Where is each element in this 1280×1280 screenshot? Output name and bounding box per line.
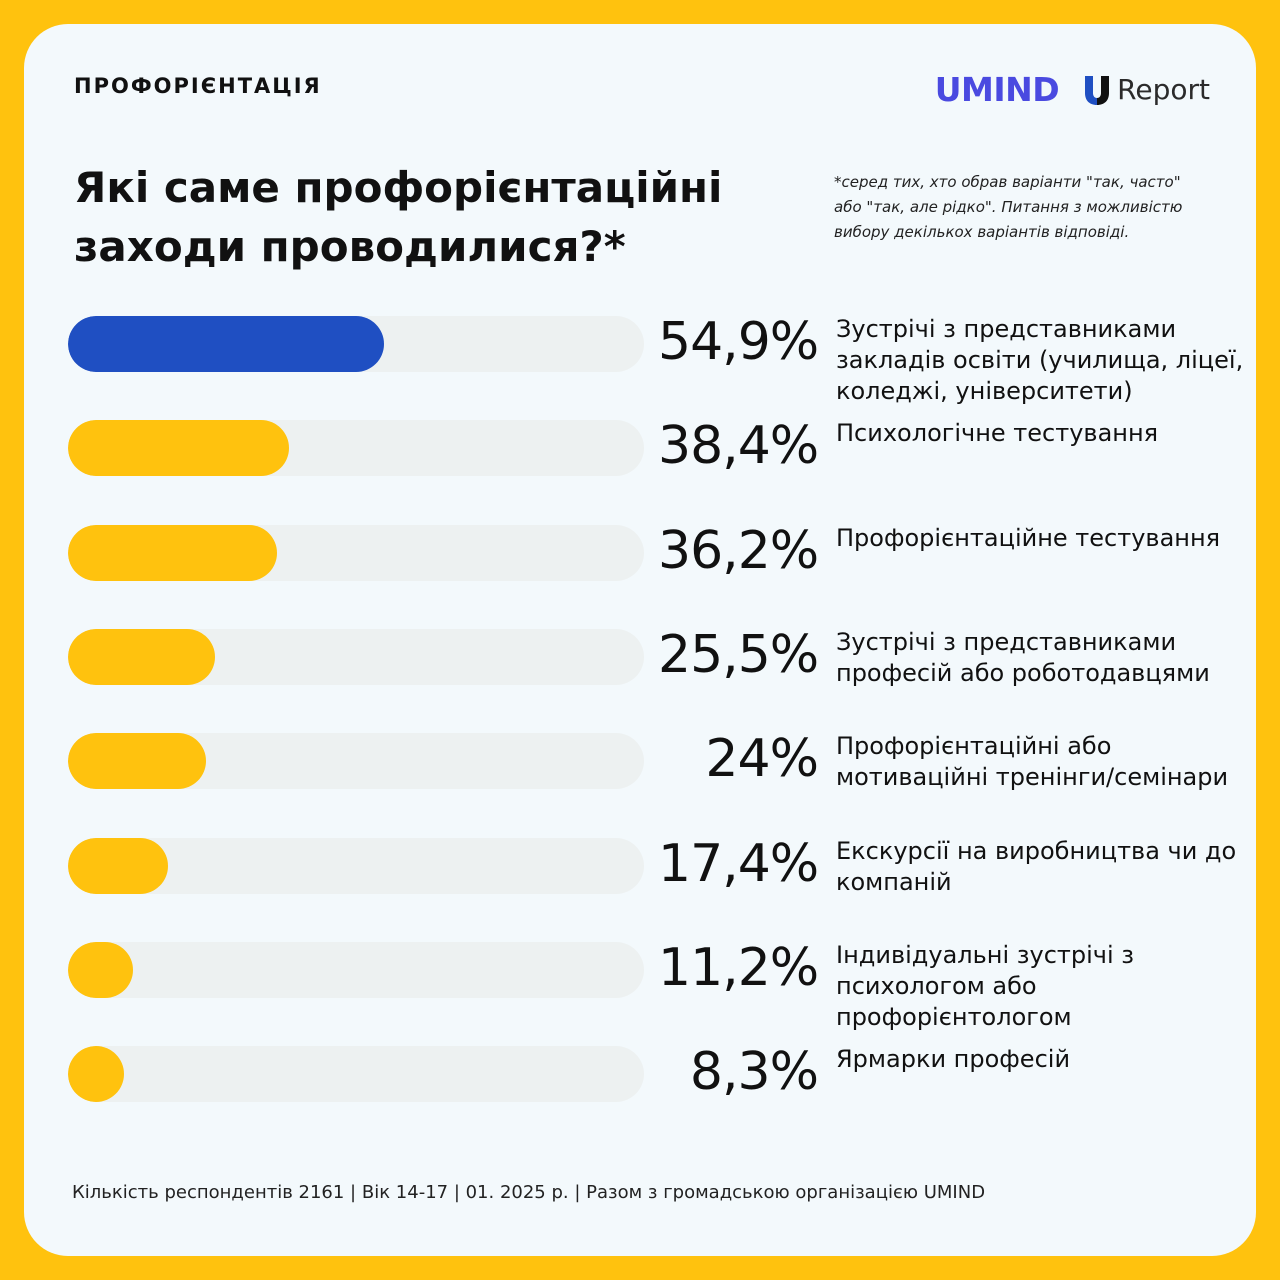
bar-value-label: 25,5% bbox=[658, 625, 819, 685]
bar-category-label: Індивідуальні зустрічі з психологом або … bbox=[836, 941, 1135, 1031]
bar-track bbox=[68, 420, 644, 476]
bar-row: 54,9% Зустрічі з представниками закладів … bbox=[68, 312, 1256, 405]
bar bbox=[68, 525, 277, 581]
bar bbox=[68, 838, 169, 894]
bar-track bbox=[68, 733, 644, 789]
bar-row: 17,4% Екскурсії на виробництва чи до комп… bbox=[68, 834, 1256, 896]
bar-row: 25,5% Зустрічі з представниками професій … bbox=[68, 625, 1256, 687]
bar-category-label: Зустрічі з представниками професій або р… bbox=[836, 628, 1210, 687]
umind-logo: UMIND bbox=[934, 70, 1060, 109]
bar-row: 36,2% Профорієнтаційне тестування bbox=[68, 521, 1256, 581]
bar-category-label: Профорієнтаційне тестування bbox=[836, 524, 1221, 552]
bar-value-label: 24% bbox=[705, 729, 819, 789]
footnote: *серед тих, хто обрав варіанти "так, час… bbox=[834, 173, 1183, 241]
ureport-u-icon bbox=[1083, 74, 1111, 106]
bar-category-label: Психологічне тестування bbox=[836, 419, 1159, 447]
bar-row: 24% Профорієнтаційні або мотиваційні трен… bbox=[68, 729, 1256, 791]
bar bbox=[68, 420, 290, 476]
bar-category-label: Екскурсії на виробництва чи до компаній bbox=[836, 837, 1237, 896]
footer-sources: Кількість респондентів 2161 | Вік 14-17 … bbox=[72, 1182, 986, 1203]
bar-category-label: Ярмарки професій bbox=[836, 1045, 1071, 1073]
bar-row: 38,4% Психологічне тестування bbox=[68, 416, 1256, 476]
bar-value-label: 38,4% bbox=[658, 416, 819, 476]
bar-category-label: Профорієнтаційні або мотиваційні тренінг… bbox=[836, 732, 1229, 791]
bar-value-label: 8,3% bbox=[689, 1042, 819, 1102]
bar-row: 11,2% Індивідуальні зустрічі з психологом… bbox=[68, 938, 1256, 1031]
bar-track bbox=[68, 525, 644, 581]
bar-chart: 54,9% Зустрічі з представниками закладів … bbox=[24, 24, 1256, 1256]
bar-track bbox=[68, 1046, 644, 1102]
logos: UMIND Report bbox=[935, 70, 1210, 109]
ureport-logo: Report bbox=[1083, 73, 1210, 106]
bar-track bbox=[68, 316, 644, 372]
bar-track bbox=[68, 838, 644, 894]
chart-title: Які саме профорієнтаційні заходи проводи… bbox=[74, 163, 723, 271]
bar-value-label: 11,2% bbox=[658, 938, 819, 998]
bar-value-label: 54,9% bbox=[658, 312, 819, 372]
bar bbox=[68, 629, 215, 685]
bar-track bbox=[68, 942, 644, 998]
bar-track bbox=[68, 629, 644, 685]
bar-value-label: 36,2% bbox=[658, 521, 819, 581]
ureport-logo-text: Report bbox=[1117, 73, 1210, 106]
bar-category-label: Зустрічі з представниками закладів освіт… bbox=[836, 315, 1244, 405]
bar bbox=[68, 942, 133, 998]
bar bbox=[68, 733, 207, 789]
section-label: ПРОФОРІЄНТАЦІЯ bbox=[74, 74, 322, 98]
bar-row: 8,3% Ярмарки професій bbox=[68, 1042, 1256, 1102]
bar bbox=[68, 1046, 124, 1102]
infographic-card: ПРОФОРІЄНТАЦІЯ UMIND Report Які саме про… bbox=[24, 24, 1256, 1256]
bar-value-label: 17,4% bbox=[658, 834, 819, 894]
bar bbox=[68, 316, 385, 372]
